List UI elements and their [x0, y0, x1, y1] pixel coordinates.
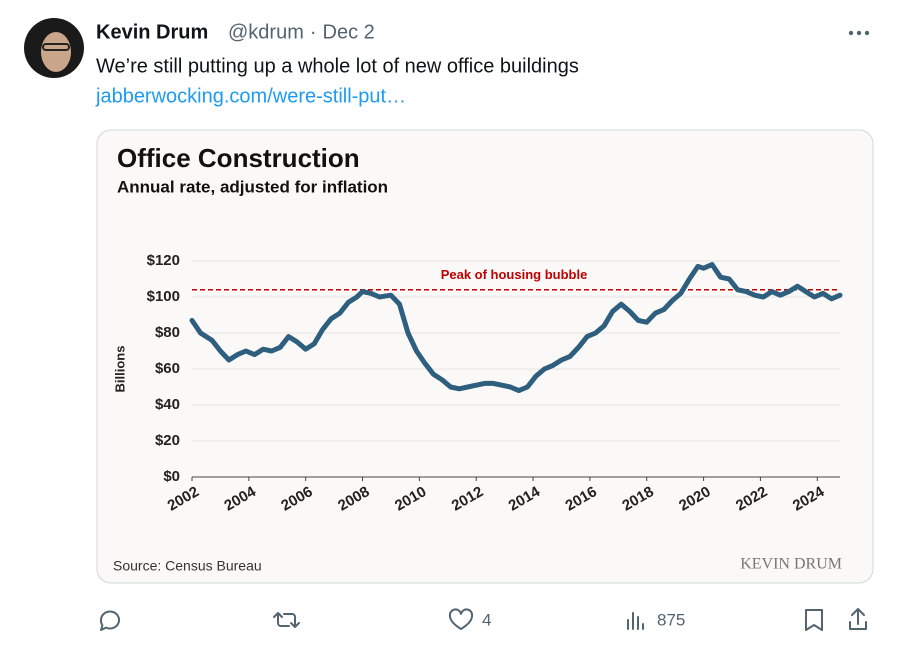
retweet-button[interactable] — [273, 612, 300, 628]
bookmark-button[interactable] — [805, 609, 823, 631]
y-tick-label: $80 — [155, 324, 180, 341]
author-handle[interactable]: @kdrum — [228, 21, 304, 43]
avatar[interactable] — [24, 18, 84, 78]
author-name[interactable]: Kevin Drum — [96, 21, 208, 43]
separator: · — [310, 21, 317, 43]
y-tick-label: $120 — [147, 252, 180, 269]
like-button[interactable] — [448, 608, 474, 630]
more-menu[interactable] — [848, 30, 870, 36]
chart-logo: KEVIN DRUM — [740, 556, 842, 573]
reference-label: Peak of housing bubble — [441, 267, 588, 282]
reply-button[interactable] — [99, 610, 120, 631]
chart-title: Office Construction — [117, 143, 360, 173]
tweet-link[interactable]: jabberwocking.com/were-still-put… — [95, 85, 406, 107]
y-tick-label: $100 — [147, 288, 180, 305]
view-count: 875 — [657, 610, 685, 629]
y-tick-label: $0 — [163, 468, 180, 485]
y-axis-label: Billions — [112, 346, 127, 393]
media-card[interactable] — [96, 129, 874, 584]
y-tick-label: $40 — [155, 396, 180, 413]
tweet-text: We’re still putting up a whole lot of ne… — [96, 55, 579, 77]
tweet-date[interactable]: Dec 2 — [323, 21, 375, 43]
chart-subtitle: Annual rate, adjusted for inflation — [117, 177, 388, 196]
data-line — [189, 262, 843, 394]
views-button[interactable] — [627, 612, 644, 630]
like-count: 4 — [482, 610, 491, 629]
chart-source: Source: Census Bureau — [113, 558, 262, 574]
y-tick-label: $20 — [155, 432, 180, 449]
share-button[interactable] — [849, 608, 867, 630]
y-tick-label: $60 — [155, 360, 180, 377]
